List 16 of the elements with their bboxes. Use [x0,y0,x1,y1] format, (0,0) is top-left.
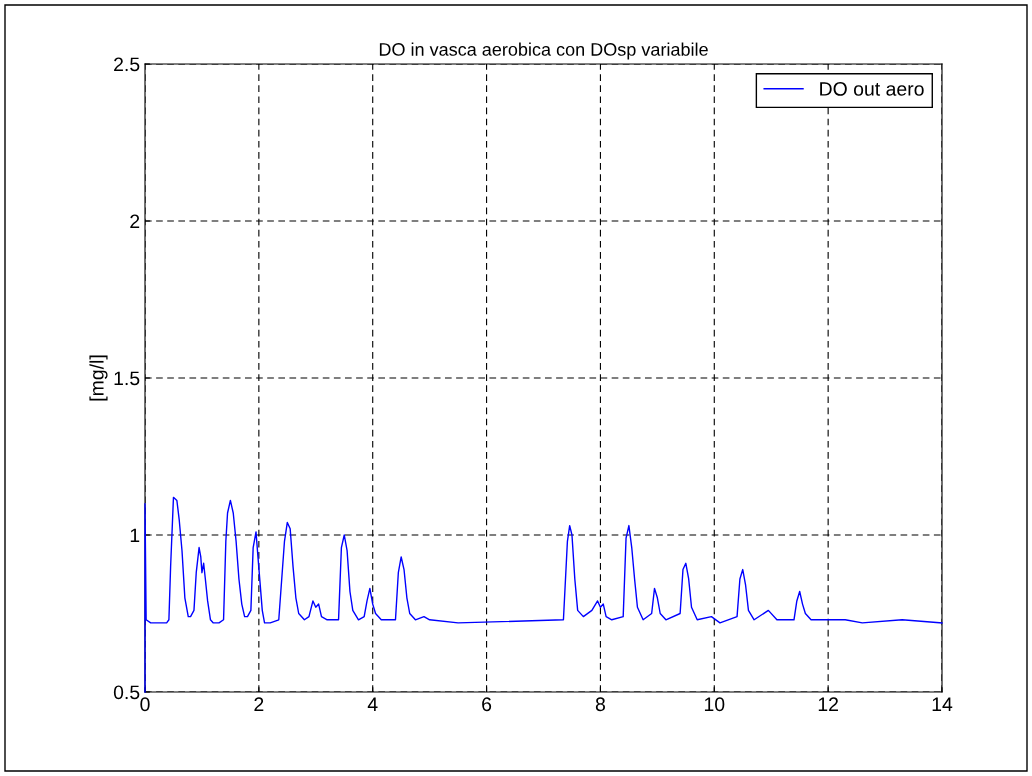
x-tick-label: 6 [482,697,492,712]
chart-title: DO in vasca aerobica con DOsp variabile [379,42,708,60]
x-tick-label: 0 [140,697,150,712]
x-tick-label: 14 [932,697,953,711]
y-tick-label: 2.5 [114,57,140,72]
x-tick-label: 12 [818,697,838,711]
y-tick-label: 2 [130,214,140,229]
legend-label: DO out aero [820,82,924,96]
y-tick-label: 1.5 [114,371,140,386]
x-tick-label: 4 [367,697,378,711]
y-tick-label: 0.5 [113,685,140,700]
x-tick-label: 8 [595,697,605,712]
y-axis-title: [mg/l] [89,355,108,401]
x-tick-label: 10 [704,697,725,712]
x-tick-label: 2 [254,697,264,711]
y-tick-label: 1 [130,528,140,543]
